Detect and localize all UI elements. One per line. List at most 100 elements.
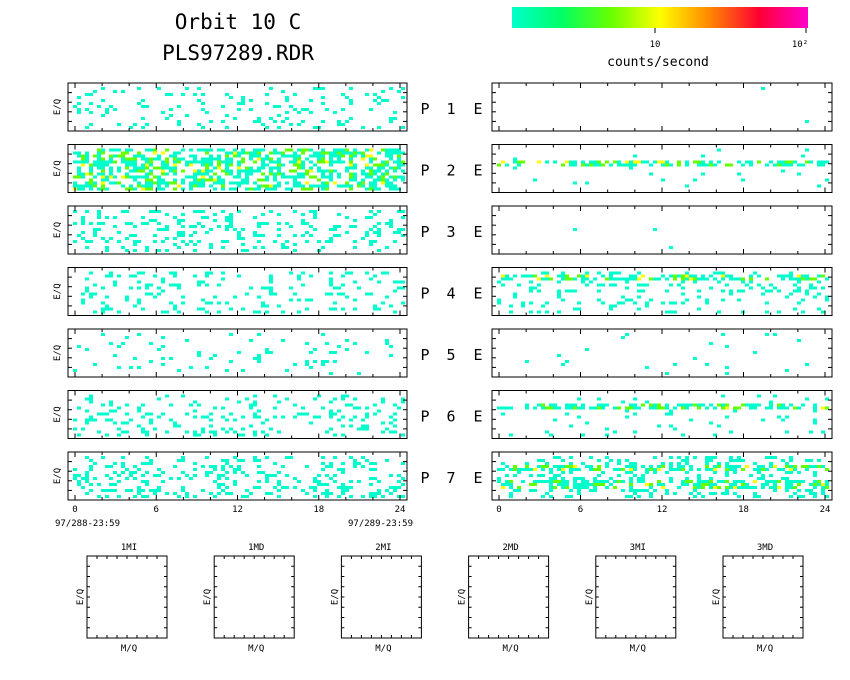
left-spectrum-cell (109, 148, 113, 152)
right-spectrum-cell (637, 495, 641, 498)
left-spectrum-cell (153, 234, 157, 237)
left-spectrum-cell (225, 157, 229, 161)
right-spectrum-cell (697, 477, 701, 480)
left-spectrum-cell (389, 157, 393, 161)
left-spectrum-cell (245, 187, 249, 191)
left-spectrum-cell (173, 181, 177, 185)
left-spectrum-cell (85, 160, 89, 164)
right-spectrum-cell (573, 228, 577, 231)
right-spectrum-cell (697, 492, 701, 495)
right-spectrum-cell (737, 406, 741, 410)
left-spectrum-cell (145, 456, 149, 459)
left-spectrum-cell (105, 249, 109, 252)
left-spectrum-cell (213, 495, 217, 498)
left-spectrum-cell (389, 222, 393, 225)
right-spectrum-cell (733, 465, 737, 468)
left-spectrum-cell (137, 181, 141, 185)
right-spectrum-cell (789, 468, 793, 471)
left-spectrum-cell (85, 456, 89, 459)
left-spectrum-cell (345, 181, 349, 185)
left-spectrum-cell (173, 172, 177, 176)
left-spectrum-cell (77, 406, 81, 410)
left-spectrum-cell (137, 424, 141, 428)
left-spectrum-cell (401, 126, 405, 129)
left-spectrum-cell (169, 166, 173, 170)
right-spectrum-cell (693, 274, 697, 278)
left-spectrum-cell (73, 427, 77, 431)
right-panel-frame (491, 205, 833, 255)
right-spectrum-cell (545, 430, 549, 434)
right-spectrum-cell (709, 456, 713, 459)
left-spectrum-cell (345, 151, 349, 155)
right-spectrum-cell (813, 421, 817, 425)
left-spectrum-cell (165, 225, 169, 228)
right-spectrum-cell (701, 483, 705, 486)
right-spectrum-cell (685, 163, 689, 167)
left-spectrum-cell (85, 474, 89, 477)
left-spectrum-cell (265, 433, 269, 437)
right-spectrum-cell (505, 474, 509, 477)
left-spectrum-cell (381, 172, 385, 176)
left-spectrum-cell (325, 430, 329, 434)
right-spectrum-cell (649, 468, 653, 471)
left-spectrum-cell (209, 492, 213, 495)
left-spectrum-cell (265, 178, 269, 182)
left-spectrum-cell (341, 108, 345, 111)
left-spectrum-cell (297, 480, 301, 483)
right-spectrum-cell (633, 154, 637, 158)
right-spectrum-cell (645, 483, 649, 486)
right-spectrum-cell (721, 492, 725, 495)
left-spectrum-cell (237, 400, 241, 404)
left-spectrum-cell (373, 225, 377, 228)
right-spectrum-cell (689, 468, 693, 471)
right-spectrum-cell (765, 301, 769, 305)
left-spectrum-cell (285, 474, 289, 477)
right-spectrum-cell (585, 465, 589, 468)
right-spectrum-cell (717, 403, 721, 407)
right-spectrum-cell (649, 403, 653, 407)
left-spectrum-cell (209, 148, 213, 152)
left-spectrum-cell (161, 480, 165, 483)
left-time-end: 97/289-23:59 (348, 519, 413, 529)
right-spectrum-cell (625, 465, 629, 468)
right-spectrum-cell (501, 486, 505, 489)
right-spectrum-cell (709, 160, 713, 164)
mq-y-axis-label: E/Q (585, 589, 595, 605)
left-spectrum-cell (293, 151, 297, 155)
right-spectrum-cell (797, 406, 801, 410)
left-spectrum-cell (385, 295, 389, 299)
left-spectrum-cell (265, 492, 269, 495)
left-spectrum-cell (357, 427, 361, 431)
right-spectrum-cell (705, 462, 709, 465)
left-spectrum-cell (89, 240, 93, 243)
left-spectrum-cell (177, 246, 181, 249)
right-spectrum-cell (653, 228, 657, 231)
left-spectrum-cell (389, 148, 393, 152)
right-spectrum-cell (705, 465, 709, 468)
right-spectrum-cell (509, 495, 513, 498)
left-y-axis-label: E/Q (53, 468, 63, 484)
right-spectrum-cell (533, 489, 537, 492)
left-spectrum-cell (141, 157, 145, 161)
right-spectrum-cell (505, 465, 509, 468)
right-spectrum-cell (693, 178, 697, 182)
right-spectrum-cell (497, 406, 501, 410)
right-spectrum-cell (593, 477, 597, 480)
left-spectrum-cell (201, 489, 205, 492)
right-spectrum-cell (705, 468, 709, 471)
right-spectrum-cell (733, 486, 737, 489)
right-spectrum-cell (801, 310, 805, 314)
left-spectrum-cell (101, 87, 105, 90)
right-spectrum-cell (749, 486, 753, 489)
right-spectrum-cell (757, 465, 761, 468)
right-spectrum-cell (621, 336, 625, 339)
right-spectrum-cell (717, 310, 721, 314)
left-spectrum-cell (137, 298, 141, 302)
left-spectrum-cell (157, 184, 161, 188)
right-spectrum-cell (585, 483, 589, 486)
left-spectrum-cell (225, 477, 229, 480)
left-spectrum-cell (153, 151, 157, 155)
left-spectrum-cell (269, 151, 273, 155)
right-spectrum-cell (657, 424, 661, 428)
left-spectrum-cell (401, 169, 405, 173)
